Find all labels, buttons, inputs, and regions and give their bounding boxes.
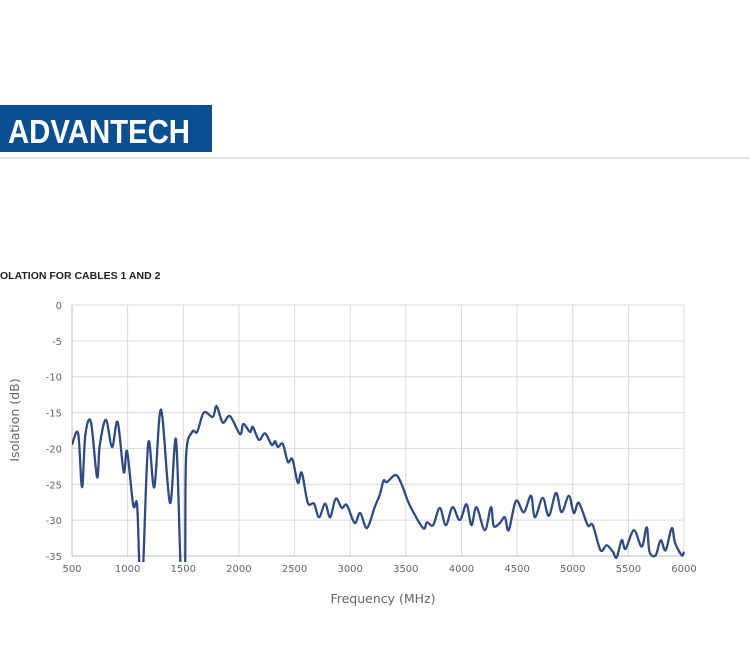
y-tick-label: -5 [52, 337, 62, 348]
y-tick-label: -20 [46, 444, 62, 455]
header-divider [0, 157, 750, 159]
x-axis-label: Frequency (MHz) [330, 591, 435, 606]
x-tick-label: 1500 [171, 564, 196, 575]
y-tick-label: 0 [56, 301, 62, 312]
y-tick-label: -35 [46, 552, 62, 563]
x-tick-label: 1000 [115, 564, 140, 575]
y-tick-label: -15 [46, 409, 62, 420]
advantech-logo: ADVANTECH [0, 105, 212, 152]
y-axis-label: Isolation (dB) [7, 378, 22, 461]
chart-title: OLATION FOR CABLES 1 AND 2 [0, 270, 161, 282]
x-tick-label: 5000 [560, 564, 585, 575]
isolation-chart: 0 -5 -10 -15 -20 -25 -30 -35 500 1000 1500 2000 250… [7, 301, 697, 606]
x-tick-labels: 500 1000 1500 2000 2500 3000 3500 4000 4500 5000 5… [62, 564, 696, 575]
x-tick-label: 3500 [393, 564, 418, 575]
y-tick-label: -30 [46, 516, 62, 527]
x-tick-label: 2500 [282, 564, 307, 575]
x-tick-label: 6000 [671, 564, 696, 575]
y-tick-labels: 0 -5 -10 -15 -20 -25 -30 -35 [46, 301, 62, 563]
y-tick-label: -25 [46, 480, 62, 491]
x-tick-label: 3000 [337, 564, 362, 575]
x-tick-label: 5500 [616, 564, 641, 575]
svg-text:ADVANTECH: ADVANTECH [8, 113, 190, 150]
x-tick-label: 500 [62, 564, 81, 575]
y-tick-label: -10 [46, 373, 62, 384]
x-tick-label: 4000 [449, 564, 474, 575]
series-line [72, 404, 686, 562]
x-tick-label: 2000 [226, 564, 251, 575]
x-tick-label: 4500 [504, 564, 529, 575]
